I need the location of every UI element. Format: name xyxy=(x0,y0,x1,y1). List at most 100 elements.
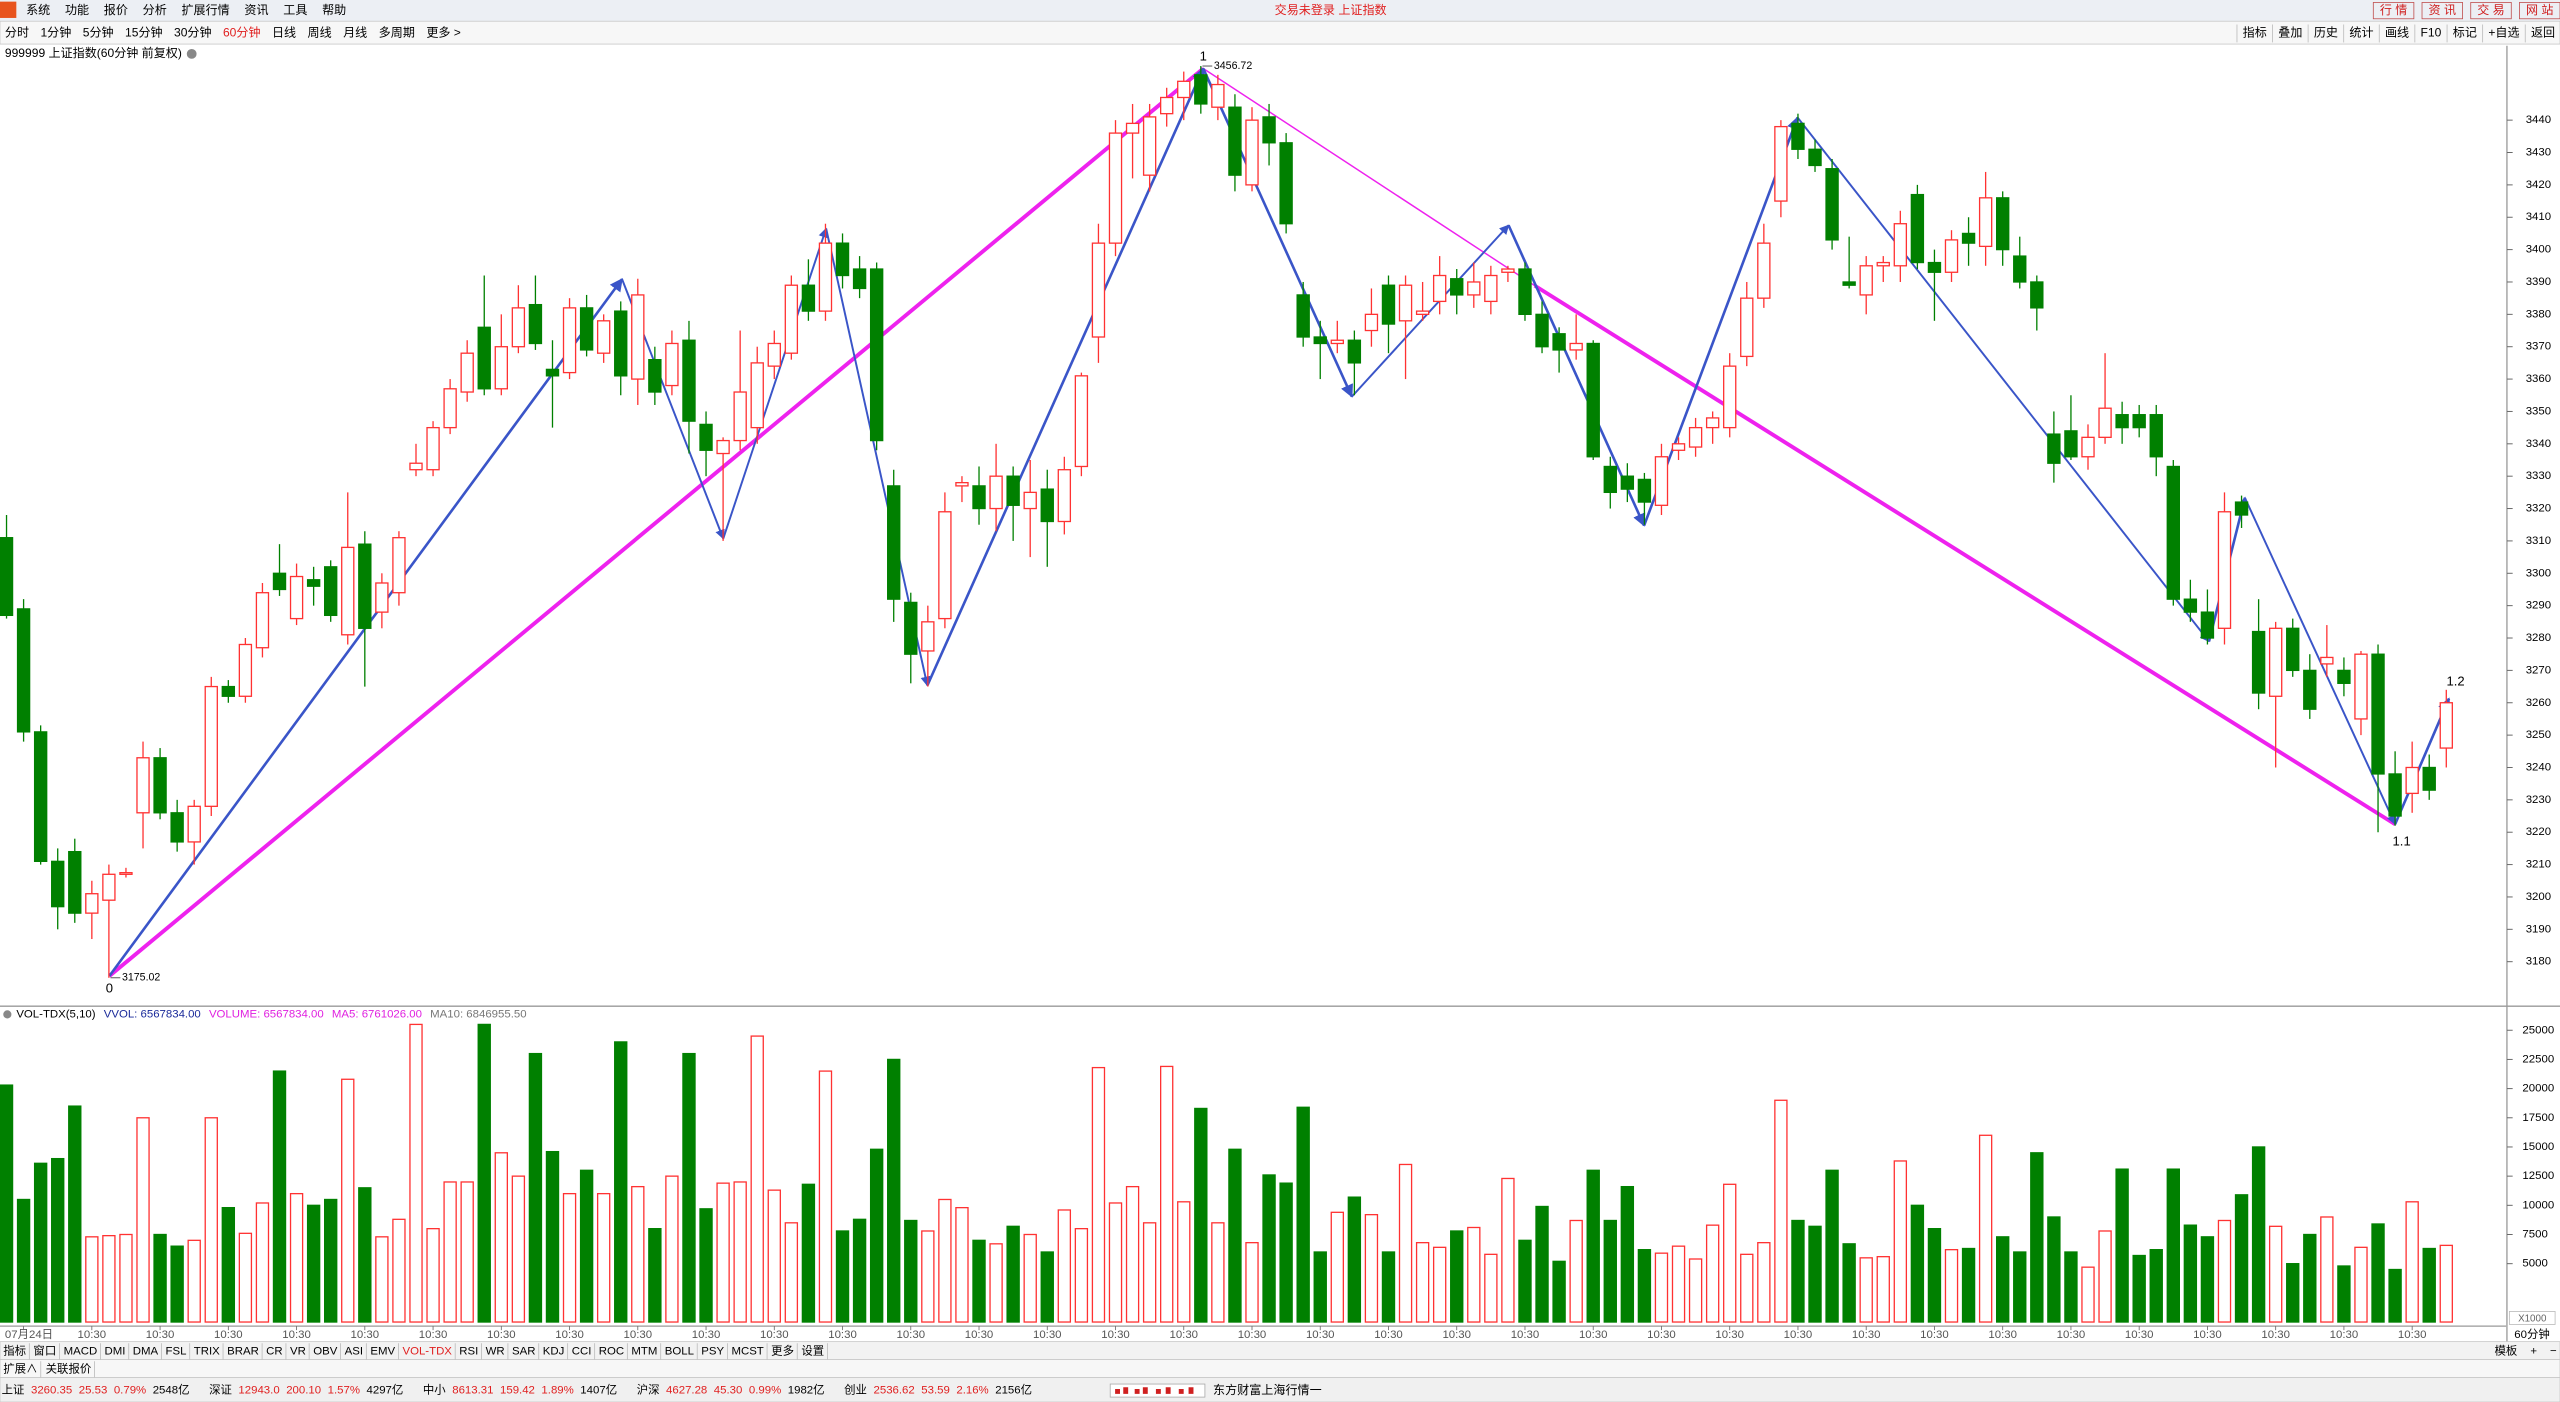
volume-bar xyxy=(2166,1168,2180,1323)
period-tab[interactable]: 更多 > xyxy=(426,26,461,40)
candle-body xyxy=(1108,132,1123,244)
status-pct: 0.79% xyxy=(114,1385,146,1397)
tab-control[interactable]: − xyxy=(2550,1345,2557,1357)
site-button[interactable]: 行 情 xyxy=(2380,3,2407,17)
candle-body xyxy=(835,242,850,277)
candle-body xyxy=(1688,426,1703,448)
indicator-tab[interactable]: VR xyxy=(290,1345,306,1357)
volume-bar xyxy=(51,1157,65,1323)
volume-bar xyxy=(2303,1233,2317,1323)
period-tab[interactable]: 月线 xyxy=(343,26,367,40)
status-change: 159.42 xyxy=(500,1385,535,1397)
indicator-tab[interactable]: BOLL xyxy=(665,1345,694,1357)
tool-button[interactable]: 返回 xyxy=(2531,26,2555,40)
candle-body xyxy=(528,303,543,345)
indicator-tab[interactable]: BRAR xyxy=(227,1345,259,1357)
volume-bar xyxy=(0,1084,14,1323)
tab-control[interactable]: + xyxy=(2530,1345,2537,1357)
indicator-tab[interactable]: KDJ xyxy=(543,1345,565,1357)
tool-button[interactable]: 叠加 xyxy=(2278,26,2302,40)
menu-item[interactable]: 扩展行情 xyxy=(181,3,229,17)
menu-item[interactable]: 功能 xyxy=(65,3,89,17)
indicator-tab[interactable]: MTM xyxy=(631,1345,657,1357)
indicator-tab[interactable]: ASI xyxy=(345,1345,363,1357)
candle-body xyxy=(187,805,201,843)
site-button[interactable]: 网 站 xyxy=(2526,3,2553,17)
indicator-tab[interactable]: 设置 xyxy=(801,1344,824,1357)
indicator-tab[interactable]: 更多 xyxy=(771,1343,794,1357)
candle-body xyxy=(375,582,389,613)
candle-body xyxy=(1296,294,1310,338)
site-button[interactable]: 资 讯 xyxy=(2429,3,2456,17)
menu-item[interactable]: 系统 xyxy=(26,3,50,17)
tool-button[interactable]: F10 xyxy=(2421,26,2442,40)
y-tick-label: 3380 xyxy=(2526,308,2551,320)
extension-tab[interactable]: 关联报价 xyxy=(46,1361,92,1375)
indicator-tab[interactable]: 窗口 xyxy=(33,1343,56,1357)
period-tab[interactable]: 5分钟 xyxy=(83,25,114,40)
candle-body xyxy=(1995,197,2010,251)
candle-body xyxy=(545,368,560,377)
menu-item[interactable]: 报价 xyxy=(104,2,128,17)
tool-button[interactable]: 画线 xyxy=(2385,26,2409,40)
menu-item[interactable]: 分析 xyxy=(143,3,167,17)
indicator-tab[interactable]: 指标 xyxy=(3,1343,26,1357)
candle-body xyxy=(494,346,509,390)
candle-body xyxy=(1978,197,1993,248)
candle-body xyxy=(2268,627,2283,697)
period-tab[interactable]: 15分钟 xyxy=(125,25,163,40)
volume-bar xyxy=(579,1169,594,1323)
indicator-tab[interactable]: RSI xyxy=(459,1345,478,1357)
indicator-tab[interactable]: DMI xyxy=(105,1345,126,1357)
site-button[interactable]: 交 易 xyxy=(2477,2,2504,17)
menu-item[interactable]: 工具 xyxy=(283,3,307,17)
indicator-tab[interactable]: WR xyxy=(486,1345,505,1357)
tab-control[interactable]: 模板 xyxy=(2494,1343,2517,1357)
indicator-tab[interactable]: DMA xyxy=(133,1345,159,1357)
y-tick-label: 3210 xyxy=(2526,859,2551,871)
indicator-tab[interactable]: MCST xyxy=(731,1345,763,1357)
indicator-tab[interactable]: OBV xyxy=(313,1345,337,1357)
period-tab[interactable]: 日线 xyxy=(272,26,296,40)
x-tick-label: 10:30 xyxy=(1442,1329,1471,1341)
candle-body xyxy=(2081,436,2095,458)
tool-button[interactable]: 标记 xyxy=(2453,26,2477,40)
period-tab[interactable]: 1分钟 xyxy=(40,25,71,40)
tool-button[interactable]: +自选 xyxy=(2488,26,2519,40)
volume-bar xyxy=(1432,1246,1447,1323)
volume-bar xyxy=(1262,1174,1276,1323)
volume-bar xyxy=(528,1052,543,1323)
tool-button[interactable]: 指标 xyxy=(2243,25,2267,40)
candle-body xyxy=(1040,488,1054,523)
candle-body xyxy=(972,485,986,510)
candle-body xyxy=(2064,430,2078,458)
period-tab[interactable]: 周线 xyxy=(308,26,332,40)
menu-item[interactable]: 帮助 xyxy=(322,3,346,17)
indicator-tab[interactable]: EMV xyxy=(370,1345,395,1357)
period-tab[interactable]: 多周期 xyxy=(379,26,415,40)
tool-button[interactable]: 历史 xyxy=(2314,26,2338,40)
indicator-tab[interactable]: ROC xyxy=(599,1345,624,1357)
x-tick-label: 10:30 xyxy=(282,1329,311,1341)
indicator-tab[interactable]: PSY xyxy=(701,1345,724,1357)
candle-body xyxy=(2422,766,2436,791)
period-tab[interactable]: 分时 xyxy=(5,26,29,40)
tool-button[interactable]: 统计 xyxy=(2349,26,2373,40)
volume-bar xyxy=(221,1206,236,1323)
indicator-tab[interactable]: CR xyxy=(266,1345,282,1357)
volume-bar xyxy=(1006,1225,1020,1323)
menu-item[interactable]: 资讯 xyxy=(244,3,268,17)
indicator-tab[interactable]: FSL xyxy=(166,1345,187,1357)
indicator-tab[interactable]: SAR xyxy=(512,1345,535,1357)
indicator-tab[interactable]: CCI xyxy=(572,1345,592,1357)
y-tick-label: 20000 xyxy=(2522,1083,2554,1095)
period-tab[interactable]: 60分钟 xyxy=(223,25,261,40)
x-tick-label: 10:30 xyxy=(692,1329,721,1341)
site-button-frame xyxy=(2421,2,2463,20)
indicator-tab[interactable]: VOL-TDX xyxy=(402,1345,452,1357)
candle-body xyxy=(1484,274,1498,303)
period-tab[interactable]: 30分钟 xyxy=(174,25,212,40)
indicator-tab[interactable]: TRIX xyxy=(194,1345,220,1357)
indicator-tab[interactable]: MACD xyxy=(64,1345,98,1357)
extension-tab[interactable]: 扩展∧ xyxy=(3,1361,37,1375)
